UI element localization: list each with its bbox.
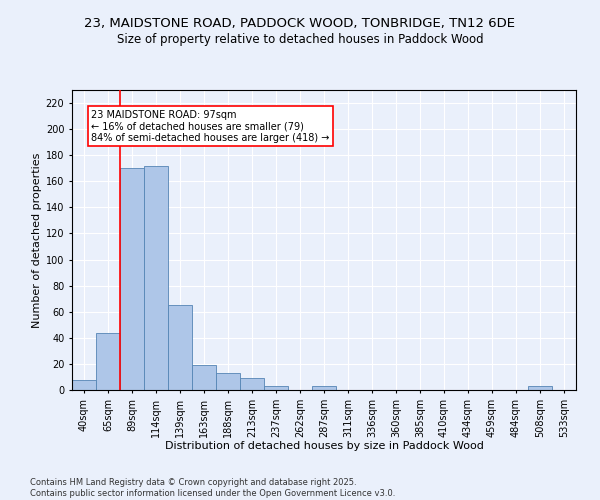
Text: Contains HM Land Registry data © Crown copyright and database right 2025.
Contai: Contains HM Land Registry data © Crown c…	[30, 478, 395, 498]
Bar	[168, 305, 192, 390]
X-axis label: Distribution of detached houses by size in Paddock Wood: Distribution of detached houses by size …	[164, 441, 484, 451]
Bar	[264, 386, 288, 390]
Bar	[528, 386, 552, 390]
Text: 23 MAIDSTONE ROAD: 97sqm
← 16% of detached houses are smaller (79)
84% of semi-d: 23 MAIDSTONE ROAD: 97sqm ← 16% of detach…	[91, 110, 329, 143]
Bar	[72, 380, 96, 390]
Y-axis label: Number of detached properties: Number of detached properties	[32, 152, 41, 328]
Bar	[312, 386, 336, 390]
Bar	[96, 332, 120, 390]
Bar	[192, 365, 216, 390]
Bar	[144, 166, 168, 390]
Text: 23, MAIDSTONE ROAD, PADDOCK WOOD, TONBRIDGE, TN12 6DE: 23, MAIDSTONE ROAD, PADDOCK WOOD, TONBRI…	[85, 18, 515, 30]
Text: Size of property relative to detached houses in Paddock Wood: Size of property relative to detached ho…	[116, 32, 484, 46]
Bar	[216, 373, 240, 390]
Bar	[240, 378, 264, 390]
Bar	[120, 168, 144, 390]
